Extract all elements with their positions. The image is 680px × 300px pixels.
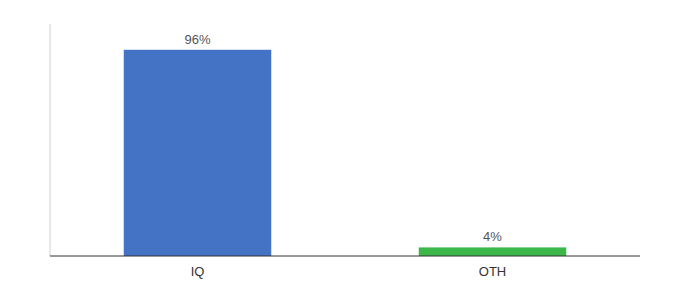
y-axis-line [50, 24, 51, 256]
x-tick-label: IQ [191, 264, 205, 279]
bars [124, 50, 567, 256]
chart-container: 96% 4% IQ OTH [0, 0, 680, 300]
data-label: 4% [483, 229, 502, 244]
x-axis-line [50, 256, 640, 257]
data-labels: 96% 4% [184, 32, 502, 245]
bar [419, 247, 567, 256]
x-tick-labels: IQ OTH [191, 264, 507, 279]
data-label: 96% [184, 32, 210, 47]
chart: 96% 4% IQ OTH [0, 0, 680, 300]
x-tick-label: OTH [479, 264, 506, 279]
bar [124, 50, 272, 256]
